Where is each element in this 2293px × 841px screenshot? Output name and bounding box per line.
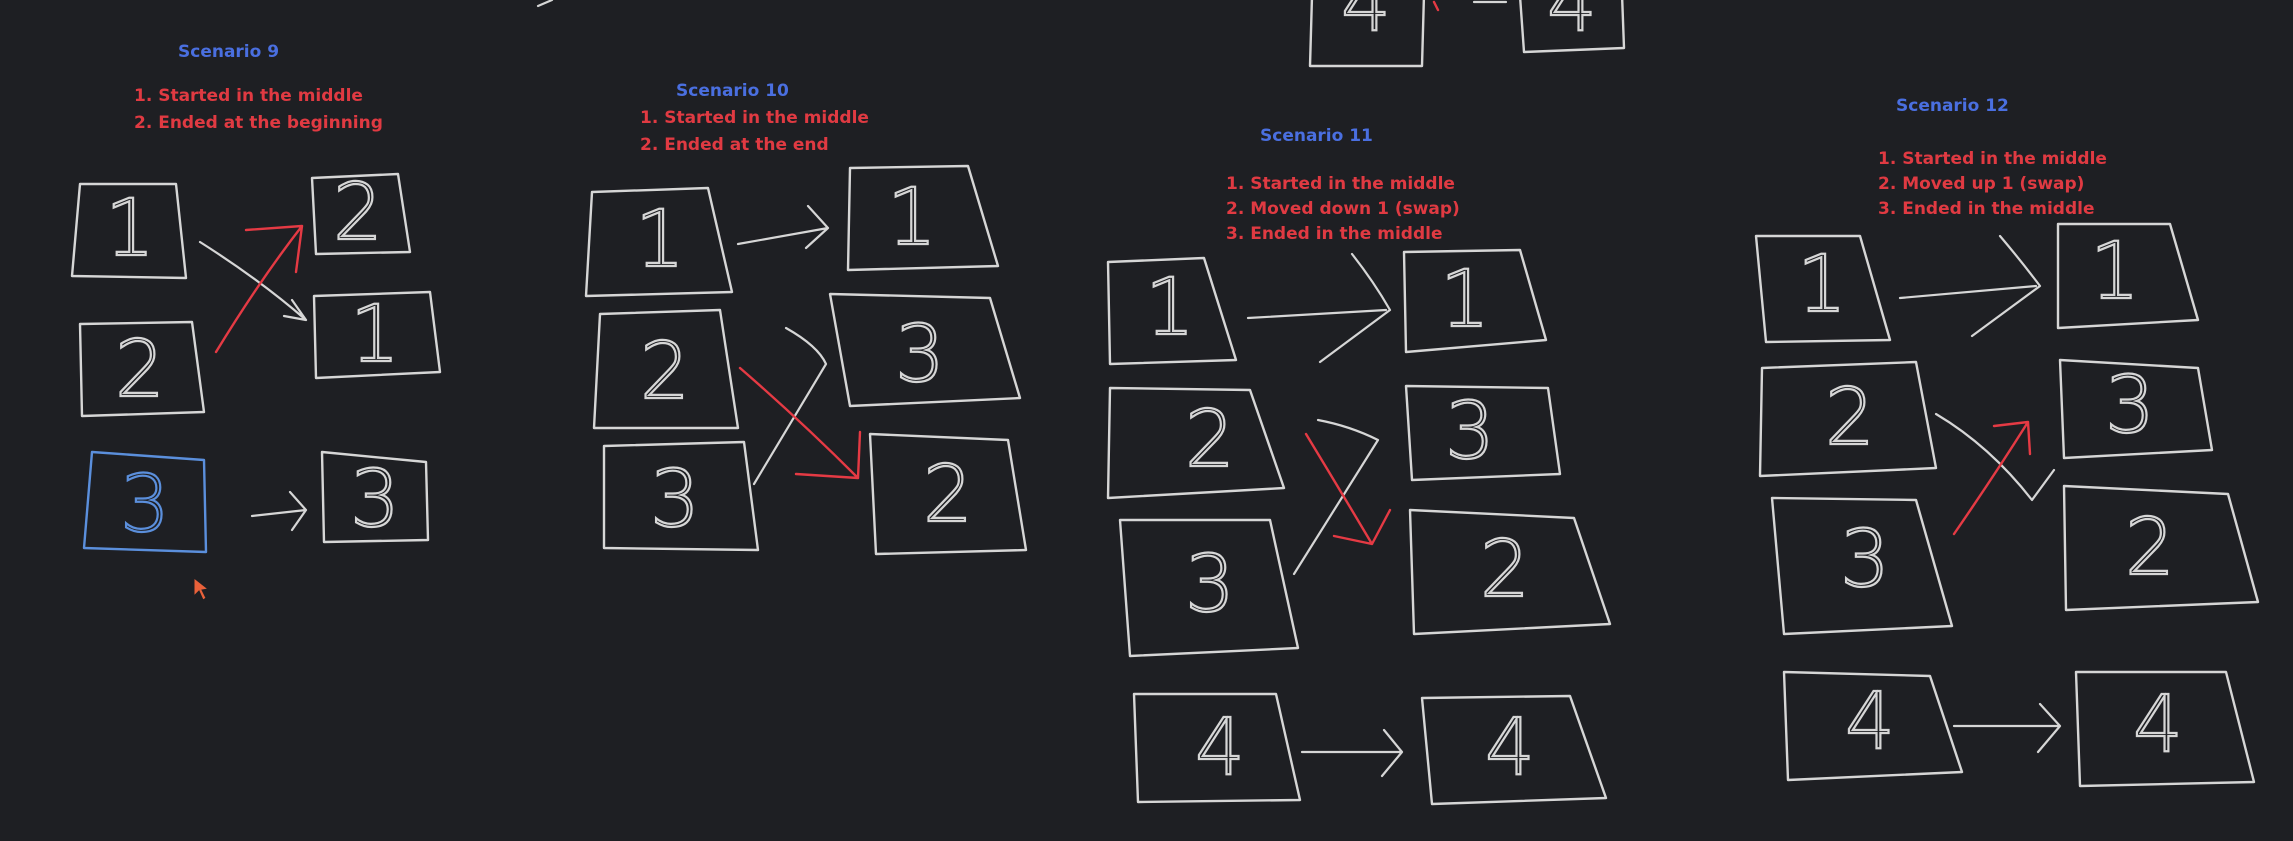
s9-arrow-3 xyxy=(250,490,308,532)
s12-after-box-4[interactable] xyxy=(2074,670,2256,788)
scenario-9: Scenario 9 1. Started in the middle 2. E… xyxy=(70,42,442,554)
s11-before-box-3[interactable] xyxy=(1118,518,1300,658)
s9-after-box-2[interactable] xyxy=(312,290,442,380)
s9-after-digit-3: 3 xyxy=(350,455,400,545)
scenario-11: Scenario 11 1. Started in the middle 2. … xyxy=(1106,126,1612,806)
fragment-box-before[interactable] xyxy=(1308,0,1426,68)
s12-after-digit-2: 3 xyxy=(2105,361,2155,451)
s12-after-box-3[interactable] xyxy=(2062,484,2260,612)
scenario-9-step-1: 1. Started in the middle xyxy=(134,86,363,106)
s10-before-digit-1: 1 xyxy=(635,195,685,285)
s12-arrow-1 xyxy=(1898,234,2042,338)
s9-before-digit-2: 2 xyxy=(115,325,165,415)
s11-after-digit-1: 1 xyxy=(1440,255,1490,345)
scenario-12-step-2: 2. Moved up 1 (swap) xyxy=(1878,174,2084,194)
s10-after-digit-3: 2 xyxy=(923,450,973,540)
scenario-9-step-2: 2. Ended at the beginning xyxy=(134,113,383,133)
scenario-10-step-2: 2. Ended at the end xyxy=(640,135,829,155)
s12-after-digit-3: 2 xyxy=(2125,503,2175,593)
scenario-12-step-3: 3. Ended in the middle xyxy=(1878,199,2094,219)
mouse-cursor-icon xyxy=(193,576,210,601)
s9-after-box-1[interactable] xyxy=(310,172,412,256)
s12-before-digit-2: 2 xyxy=(1825,373,1875,463)
s12-before-digit-1: 1 xyxy=(1797,240,1847,330)
scenario-10-title: Scenario 10 xyxy=(676,81,789,101)
s9-after-digit-1: 2 xyxy=(333,168,383,258)
s12-before-box-4[interactable] xyxy=(1782,670,1964,782)
scenario-12: Scenario 12 1. Started in the middle 2. … xyxy=(1754,96,2260,788)
fragment-red-mark xyxy=(1432,0,1440,12)
s11-arrow-1 xyxy=(1246,252,1392,364)
s9-before-box-2[interactable] xyxy=(78,320,206,418)
fragment-arrow-stroke xyxy=(536,0,554,8)
s11-arrow-2-down xyxy=(1304,432,1392,546)
s10-arrow-3-up xyxy=(752,326,828,486)
fragment-digit-before: 4 xyxy=(1341,0,1391,49)
s9-before-digit-1: 1 xyxy=(105,184,155,274)
s11-before-digit-1: 1 xyxy=(1145,263,1195,353)
scenario-10-step-1: 1. Started in the middle xyxy=(640,108,869,128)
fragment-digit-after: 4 xyxy=(1547,0,1597,49)
s10-before-box-2[interactable] xyxy=(592,308,740,430)
s11-before-box-4[interactable] xyxy=(1132,692,1302,804)
s11-after-box-3[interactable] xyxy=(1408,508,1612,636)
s10-before-box-3[interactable] xyxy=(602,440,760,552)
scenario-11-title: Scenario 11 xyxy=(1260,126,1373,146)
s12-before-digit-3: 3 xyxy=(1840,515,1890,605)
s9-after-box-3[interactable] xyxy=(320,450,430,544)
scenario-11-step-1: 1. Started in the middle xyxy=(1226,174,1455,194)
s10-arrow-2-down xyxy=(738,366,862,480)
s9-before-box-1[interactable] xyxy=(70,182,188,280)
s11-arrow-4 xyxy=(1300,728,1404,778)
s10-after-digit-1: 1 xyxy=(887,173,937,263)
s11-before-box-1[interactable] xyxy=(1106,256,1238,366)
scenario-12-step-1: 1. Started in the middle xyxy=(1878,149,2107,169)
s11-after-digit-3: 2 xyxy=(1480,525,1530,615)
s11-before-box-2[interactable] xyxy=(1106,386,1286,500)
scenario-10: Scenario 10 1. Started in the middle 2. … xyxy=(584,81,1028,556)
s11-before-digit-3: 3 xyxy=(1185,540,1235,630)
scenario-9-title: Scenario 9 xyxy=(178,42,279,62)
s11-after-box-1[interactable] xyxy=(1402,248,1548,354)
s10-after-box-3[interactable] xyxy=(868,432,1028,556)
s9-after-digit-2: 1 xyxy=(350,290,400,380)
s10-after-box-1[interactable] xyxy=(846,164,1000,272)
top-fragment: 4 4 xyxy=(536,0,1626,68)
s10-before-box-1[interactable] xyxy=(584,186,734,298)
s12-arrow-2-down xyxy=(1934,412,2056,502)
s12-arrow-3-up xyxy=(1952,420,2032,536)
s12-after-digit-4: 4 xyxy=(2133,680,2183,770)
s10-before-digit-3: 3 xyxy=(650,455,700,545)
s12-before-box-2[interactable] xyxy=(1758,360,1938,478)
s11-arrow-3-up xyxy=(1292,418,1380,576)
s10-before-digit-2: 2 xyxy=(640,327,690,417)
s11-after-digit-2: 3 xyxy=(1445,387,1495,477)
s10-arrow-1 xyxy=(736,204,830,250)
s12-before-box-1[interactable] xyxy=(1754,234,1892,344)
s9-arrow-1-down xyxy=(198,240,308,322)
s12-before-digit-4: 4 xyxy=(1845,677,1895,767)
s9-arrow-2-up xyxy=(214,224,304,354)
s11-after-box-2[interactable] xyxy=(1404,384,1562,482)
s10-after-digit-2: 3 xyxy=(895,310,945,400)
s11-before-digit-2: 2 xyxy=(1185,395,1235,485)
s11-after-digit-4: 4 xyxy=(1485,703,1535,793)
s9-before-box-3-selected[interactable] xyxy=(82,450,208,554)
s11-after-box-4[interactable] xyxy=(1420,694,1608,806)
s9-before-digit-3: 3 xyxy=(120,460,170,550)
fragment-box-after[interactable] xyxy=(1519,0,1626,54)
s12-after-box-1[interactable] xyxy=(2056,222,2200,330)
s12-arrow-4 xyxy=(1952,702,2062,754)
s12-after-digit-1: 1 xyxy=(2090,227,2140,317)
s12-before-box-3[interactable] xyxy=(1770,496,1954,636)
scenario-11-step-2: 2. Moved down 1 (swap) xyxy=(1226,199,1460,219)
s10-after-box-2[interactable] xyxy=(828,292,1022,408)
scenario-12-title: Scenario 12 xyxy=(1896,96,2009,116)
scenario-11-step-3: 3. Ended in the middle xyxy=(1226,224,1442,244)
s12-after-box-2[interactable] xyxy=(2058,358,2214,460)
s11-before-digit-4: 4 xyxy=(1195,703,1245,793)
